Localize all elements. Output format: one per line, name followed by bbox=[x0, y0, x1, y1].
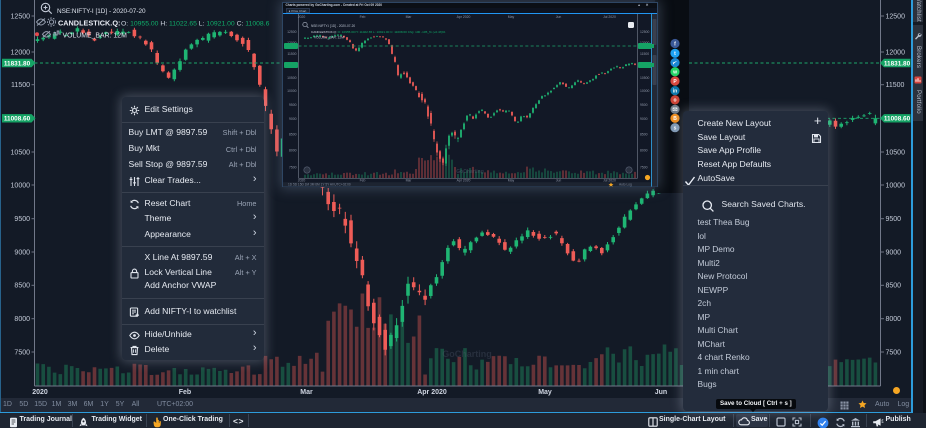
svg-text:Apr 2020: Apr 2020 bbox=[417, 389, 447, 396]
svg-text:7500: 7500 bbox=[640, 166, 648, 170]
svg-text:Mar: Mar bbox=[405, 15, 412, 19]
svg-text:1D 5D 15D 1M 3M 6M: 1D 5D 15D 1M 3M 6M 1Y 5Y All UTC+02:00 bbox=[288, 183, 351, 187]
svg-text:Mar: Mar bbox=[405, 178, 412, 182]
svg-text:8000: 8000 bbox=[288, 149, 296, 153]
svg-text:May: May bbox=[538, 389, 552, 396]
svg-text:10000: 10000 bbox=[287, 89, 297, 93]
svg-text:8500: 8500 bbox=[14, 283, 30, 290]
svg-text:CANDLESTICK.Q:: CANDLESTICK.Q: bbox=[58, 19, 120, 28]
svg-text:11500: 11500 bbox=[886, 82, 905, 89]
svg-text:Apr 2020: Apr 2020 bbox=[456, 178, 470, 182]
svg-text:12000: 12000 bbox=[640, 41, 650, 45]
svg-text:12500: 12500 bbox=[11, 13, 31, 20]
svg-text:9000: 9000 bbox=[14, 249, 30, 256]
svg-text:11008.60: 11008.60 bbox=[4, 116, 31, 123]
svg-text:12000: 12000 bbox=[287, 41, 297, 45]
svg-text:NSE:NIFTY-I [1D] - 2020-07-20: NSE:NIFTY-I [1D] - 2020-07-20 bbox=[311, 24, 355, 28]
svg-text:NSE:NIFTY-I [1D] - 2020-07-20: NSE:NIFTY-I [1D] - 2020-07-20 bbox=[57, 8, 146, 15]
svg-text:in: in bbox=[673, 88, 677, 94]
svg-text:8000: 8000 bbox=[640, 149, 648, 153]
svg-text:9500: 9500 bbox=[14, 216, 30, 223]
svg-text:8500: 8500 bbox=[288, 132, 296, 136]
svg-text:11831.80: 11831.80 bbox=[884, 60, 911, 67]
svg-text:10000: 10000 bbox=[886, 182, 906, 189]
svg-text:8000: 8000 bbox=[14, 316, 30, 323]
svg-text:8500: 8500 bbox=[640, 132, 648, 136]
svg-text:8500: 8500 bbox=[886, 283, 902, 290]
svg-text:Jul 2020: Jul 2020 bbox=[603, 178, 616, 182]
svg-text:9500: 9500 bbox=[288, 103, 296, 107]
svg-text:o: o bbox=[673, 98, 676, 104]
svg-text:s: s bbox=[674, 126, 677, 132]
svg-text:2020: 2020 bbox=[32, 389, 48, 396]
svg-text:GoCharting: GoCharting bbox=[442, 349, 492, 359]
svg-text:10000: 10000 bbox=[11, 182, 31, 189]
svg-text:11831.80: 11831.80 bbox=[4, 60, 31, 67]
svg-text:2020: 2020 bbox=[297, 178, 305, 182]
svg-text:9500: 9500 bbox=[886, 216, 902, 223]
svg-text:12500: 12500 bbox=[640, 30, 650, 34]
svg-text:9000: 9000 bbox=[640, 117, 648, 121]
svg-text:7500: 7500 bbox=[288, 166, 296, 170]
svg-text:Jun: Jun bbox=[655, 389, 667, 396]
svg-text:Jul 2020: Jul 2020 bbox=[603, 15, 616, 19]
svg-text:12000: 12000 bbox=[886, 49, 906, 56]
svg-text:2020: 2020 bbox=[297, 15, 305, 19]
svg-text:10500: 10500 bbox=[287, 76, 297, 80]
svg-text:9000: 9000 bbox=[288, 117, 296, 121]
svg-text:11500: 11500 bbox=[11, 82, 30, 89]
svg-text:GoCharting: GoCharting bbox=[456, 169, 484, 175]
svg-text:f: f bbox=[674, 41, 676, 47]
svg-text:VOLUME_BAR: 12M: VOLUME_BAR: 12M bbox=[63, 32, 128, 39]
svg-text:10000: 10000 bbox=[640, 89, 650, 93]
svg-text:11500: 11500 bbox=[640, 52, 649, 56]
svg-text:w: w bbox=[672, 70, 677, 76]
svg-text:11008.60: 11008.60 bbox=[884, 116, 911, 123]
svg-text:10500: 10500 bbox=[886, 149, 906, 156]
svg-text:Jun: Jun bbox=[555, 15, 561, 19]
svg-text:P: P bbox=[673, 79, 677, 85]
svg-text:9500: 9500 bbox=[640, 103, 648, 107]
svg-text:B: B bbox=[673, 116, 677, 122]
svg-text:May: May bbox=[507, 15, 514, 19]
svg-text:12000: 12000 bbox=[11, 49, 31, 56]
svg-text:7500: 7500 bbox=[886, 349, 902, 356]
svg-text:Feb: Feb bbox=[359, 15, 365, 19]
svg-text:Apr 2020: Apr 2020 bbox=[456, 15, 470, 19]
svg-text:Feb: Feb bbox=[179, 389, 191, 396]
svg-text:9000: 9000 bbox=[886, 249, 902, 256]
svg-text:7500: 7500 bbox=[14, 349, 30, 356]
svg-text:10500: 10500 bbox=[640, 76, 650, 80]
svg-text:May: May bbox=[507, 178, 514, 182]
svg-text:11500: 11500 bbox=[287, 52, 296, 56]
svg-text:8000: 8000 bbox=[886, 316, 902, 323]
svg-text:Mar: Mar bbox=[300, 389, 313, 396]
svg-text:Auto Log: Auto Log bbox=[619, 183, 632, 187]
svg-text:CANDLESTICK.Q: O: 10955.00 H:: CANDLESTICK.Q: O: 10955.00 H: 11022.65 L… bbox=[311, 30, 446, 34]
svg-text:O: 10955.00 H: 11022.65 L: 109: O: 10955.00 H: 11022.65 L: 10921.00 C: 1… bbox=[121, 21, 270, 28]
svg-text:Feb: Feb bbox=[359, 178, 365, 182]
svg-text:Jun: Jun bbox=[555, 178, 561, 182]
svg-text:12500: 12500 bbox=[287, 30, 297, 34]
svg-text:VOLUME_BAR: 12M: VOLUME_BAR: 12M bbox=[314, 36, 344, 40]
svg-text:10500: 10500 bbox=[11, 149, 31, 156]
svg-text:12500: 12500 bbox=[886, 13, 906, 20]
svg-text:t: t bbox=[674, 51, 676, 57]
